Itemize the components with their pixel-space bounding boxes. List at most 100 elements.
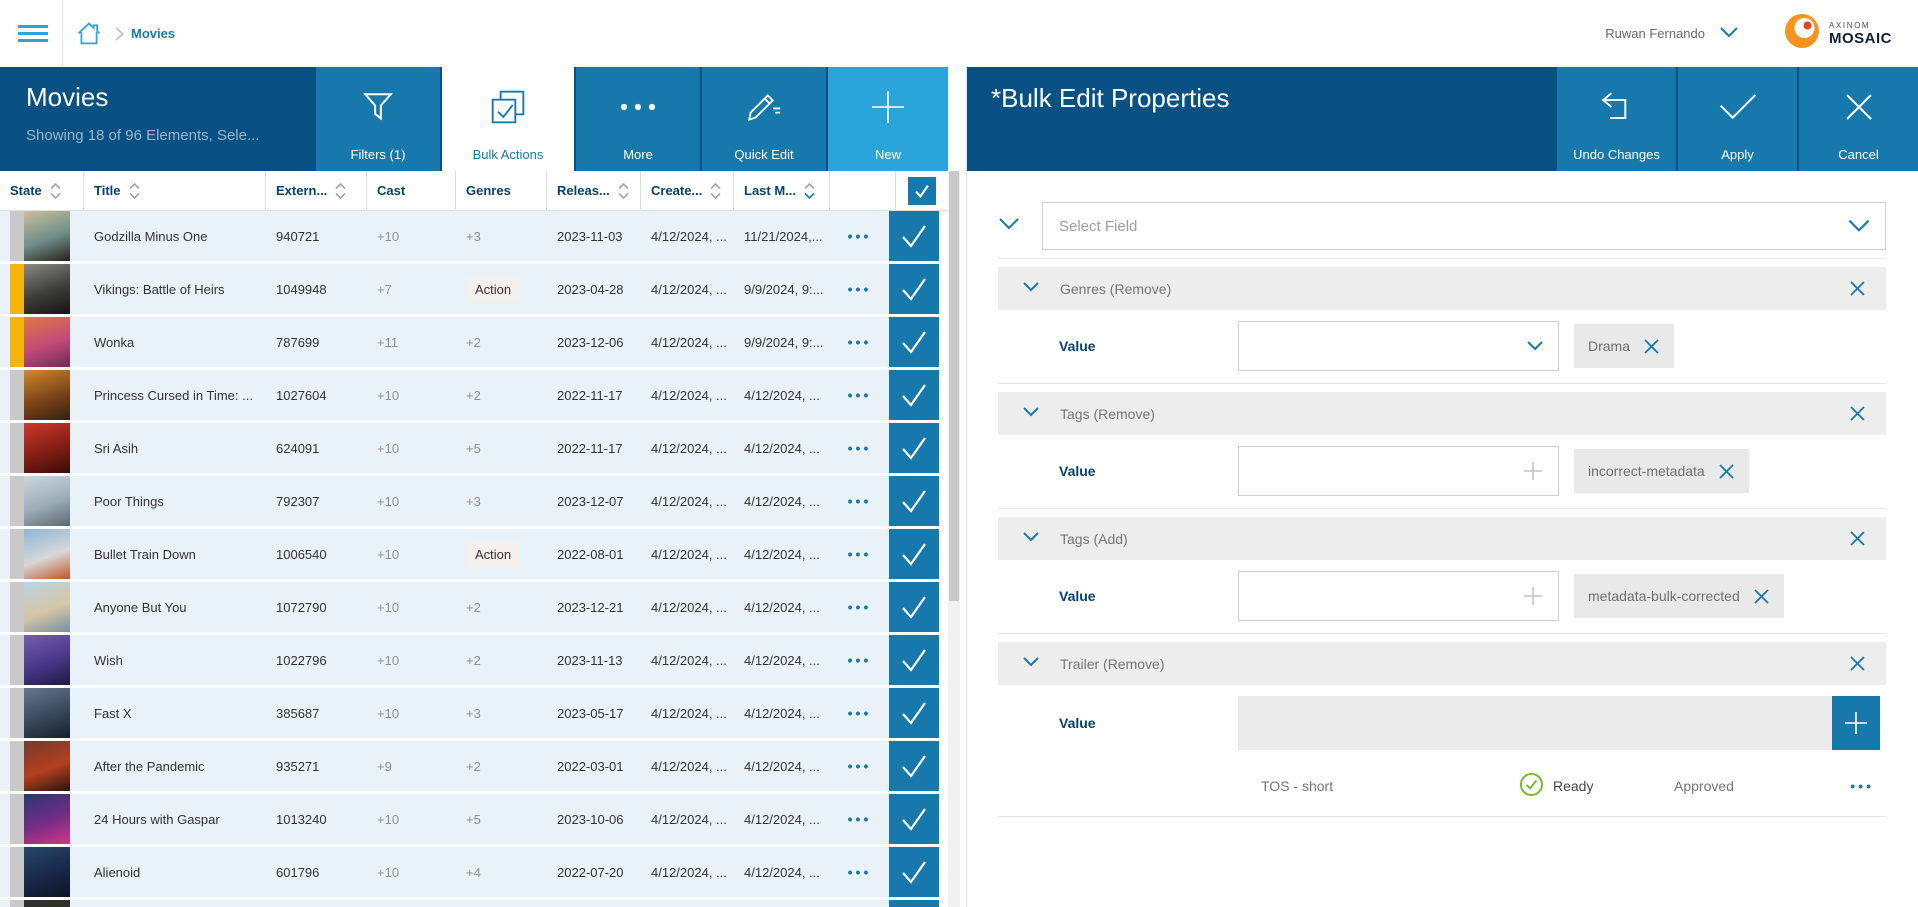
row-checkbox[interactable] — [889, 688, 939, 738]
row-select-cell — [889, 582, 941, 632]
new-button[interactable]: New — [828, 67, 948, 171]
add-trailer-button[interactable] — [1832, 696, 1880, 750]
row-checkbox[interactable] — [889, 900, 939, 907]
row-select-cell — [889, 900, 941, 907]
apply-button[interactable]: Apply — [1678, 67, 1797, 171]
table-row[interactable]: Bullet Train Down 1006540 +10 Action 2022-08… — [0, 529, 941, 579]
plus-icon[interactable] — [1522, 460, 1544, 482]
row-checkbox[interactable] — [889, 476, 939, 526]
bulk-actions-button[interactable]: Bulk Actions — [442, 67, 574, 171]
column-header-state[interactable]: State — [0, 171, 84, 210]
sort-icon[interactable] — [128, 182, 140, 200]
row-menu-button[interactable]: ••• — [847, 281, 872, 297]
last-modified-cell: 4/12/2024, ... — [744, 864, 820, 880]
table-row[interactable]: Wish 1022796 +10 +2 2023-11-13 4/12/2024, ...… — [0, 635, 941, 685]
sort-icon[interactable] — [335, 182, 346, 200]
table-row[interactable]: Fast X 385687 +10 +3 2023-05-17 4/12/2024, ..… — [0, 688, 941, 738]
breadcrumb-current[interactable]: Movies — [131, 26, 176, 41]
row-menu-button[interactable]: ••• — [847, 334, 872, 350]
column-header-releas[interactable]: Releas... — [547, 171, 641, 210]
table-row[interactable]: Sri Asih 624091 +10 +5 2022-11-17 4/12/2024, … — [0, 423, 941, 473]
table-row[interactable]: Godzilla Minus One 940721 +10 +3 2023-11-03 4… — [0, 211, 941, 261]
column-header-create[interactable]: Create... — [641, 171, 734, 210]
column-label: Releas... — [557, 183, 610, 198]
row-menu-button[interactable]: ••• — [847, 705, 872, 721]
row-menu-button[interactable]: ••• — [847, 864, 872, 880]
row-checkbox[interactable] — [889, 370, 939, 420]
value-tag-input[interactable] — [1238, 446, 1559, 496]
column-header-cast[interactable]: Cast — [367, 171, 456, 210]
sort-icon[interactable] — [50, 182, 61, 200]
column-header-last-m[interactable]: Last M... — [734, 171, 830, 210]
hamburger-menu-icon[interactable] — [18, 21, 48, 46]
sort-icon[interactable] — [804, 182, 815, 200]
row-menu-button[interactable]: ••• — [847, 652, 872, 668]
trailer-menu-button[interactable]: ••• — [1850, 778, 1874, 794]
row-checkbox[interactable] — [889, 264, 939, 314]
remove-chip-button[interactable] — [1753, 588, 1770, 605]
table-row[interactable]: Vikings: Battle of Heirs 1049948 +7 Action 2… — [0, 264, 941, 314]
remove-section-button[interactable] — [1849, 530, 1866, 547]
select-all-checkbox[interactable] — [908, 176, 936, 205]
trailer-value-box[interactable] — [1238, 696, 1832, 750]
cast-cell: +10 — [377, 599, 400, 615]
select-field-input[interactable] — [1043, 203, 1885, 249]
table-row[interactable]: After the Pandemic 935271 +9 +2 2022-03-01 4/… — [0, 741, 941, 791]
title-cell: Alienoid — [94, 864, 141, 880]
table-row[interactable]: Poor Things 792307 +10 +3 2023-12-07 4/12/202… — [0, 476, 941, 526]
remove-section-button[interactable] — [1849, 280, 1866, 297]
row-menu-button[interactable]: ••• — [847, 387, 872, 403]
remove-section-button[interactable] — [1849, 405, 1866, 422]
sort-icon[interactable] — [618, 182, 629, 200]
row-checkbox[interactable] — [889, 794, 939, 844]
column-header-genres[interactable]: Genres — [456, 171, 547, 210]
row-select-cell — [889, 847, 941, 897]
scrollbar-thumb[interactable] — [949, 171, 959, 601]
column-header-title[interactable]: Title — [84, 171, 266, 210]
section-header[interactable]: Tags (Remove) — [998, 392, 1886, 435]
sort-icon[interactable] — [710, 182, 721, 200]
user-menu[interactable]: Ruwan Fernando — [1605, 26, 1739, 41]
section-header[interactable]: Trailer (Remove) — [998, 642, 1886, 685]
row-menu-button[interactable]: ••• — [847, 546, 872, 562]
vertical-scrollbar[interactable] — [948, 171, 960, 907]
remove-chip-button[interactable] — [1643, 338, 1660, 355]
row-checkbox[interactable] — [889, 741, 939, 791]
section-header[interactable]: Genres (Remove) — [998, 267, 1886, 310]
row-checkbox[interactable] — [889, 211, 939, 261]
value-dropdown[interactable] — [1238, 321, 1559, 371]
section-header[interactable]: Tags (Add) — [998, 517, 1886, 560]
row-menu-button[interactable]: ••• — [847, 599, 872, 615]
row-menu-button[interactable]: ••• — [847, 811, 872, 827]
remove-section-button[interactable] — [1849, 655, 1866, 672]
column-header-extern[interactable]: Extern... — [266, 171, 367, 210]
quick-edit-button[interactable]: Quick Edit — [702, 67, 826, 171]
table-row[interactable]: Wonka 787699 +11 +2 2023-12-06 4/12/2024, ...… — [0, 317, 941, 367]
row-checkbox[interactable] — [889, 529, 939, 579]
external-id-cell: 787699 — [276, 334, 320, 350]
row-menu-button[interactable]: ••• — [847, 758, 872, 774]
select-field-dropdown[interactable] — [1042, 202, 1886, 250]
home-icon[interactable] — [75, 20, 103, 48]
filters-1-button[interactable]: Filters (1) — [316, 67, 440, 171]
plus-icon[interactable] — [1522, 585, 1544, 607]
table-row[interactable]: Alienoid 601796 +10 +4 2022-07-20 4/12/2024, … — [0, 847, 941, 897]
row-checkbox[interactable] — [889, 317, 939, 367]
row-checkbox[interactable] — [889, 847, 939, 897]
row-checkbox[interactable] — [889, 582, 939, 632]
trailer-item[interactable]: TOS - short Ready Approved ••• — [1238, 766, 1886, 806]
table-row-partial[interactable] — [0, 900, 941, 907]
cancel-button[interactable]: Cancel — [1799, 67, 1918, 171]
row-checkbox[interactable] — [889, 635, 939, 685]
value-tag-input[interactable] — [1238, 571, 1559, 621]
row-menu-button[interactable]: ••• — [847, 440, 872, 456]
more-button[interactable]: More — [576, 67, 700, 171]
row-menu-button[interactable]: ••• — [847, 493, 872, 509]
undo-changes-button[interactable]: Undo Changes — [1557, 67, 1676, 171]
table-row[interactable]: Princess Cursed in Time: ... 1027604 +10 +2… — [0, 370, 941, 420]
row-checkbox[interactable] — [889, 423, 939, 473]
row-menu-button[interactable]: ••• — [847, 228, 872, 244]
table-row[interactable]: Anyone But You 1072790 +10 +2 2023-12-21 4/12… — [0, 582, 941, 632]
remove-chip-button[interactable] — [1718, 463, 1735, 480]
table-row[interactable]: 24 Hours with Gaspar 1013240 +10 +5 2023-10-… — [0, 794, 941, 844]
